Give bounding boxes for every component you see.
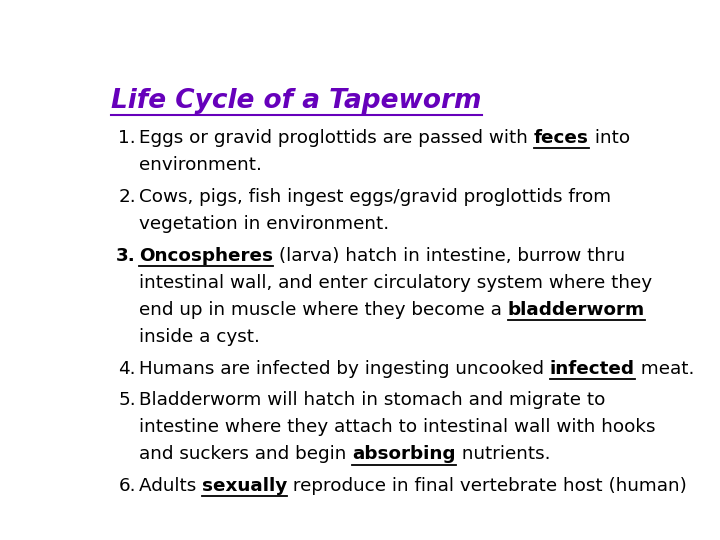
Text: inside a cyst.: inside a cyst. [139, 328, 260, 346]
Text: 1.: 1. [118, 129, 136, 147]
Text: intestine where they attach to intestinal wall with hooks: intestine where they attach to intestina… [139, 418, 656, 436]
Text: (larva) hatch in intestine, burrow thru: (larva) hatch in intestine, burrow thru [273, 246, 625, 265]
Text: vegetation in environment.: vegetation in environment. [139, 215, 390, 233]
Text: environment.: environment. [139, 157, 262, 174]
Text: Humans are infected by ingesting uncooked: Humans are infected by ingesting uncooke… [139, 360, 550, 377]
Text: Adults: Adults [139, 477, 202, 495]
Text: 3.: 3. [116, 246, 136, 265]
Text: sexually: sexually [202, 477, 287, 495]
Text: and suckers and begin: and suckers and begin [139, 446, 352, 463]
Text: Cows, pigs, fish ingest eggs/gravid proglottids from: Cows, pigs, fish ingest eggs/gravid prog… [139, 188, 611, 206]
Text: 2.: 2. [118, 188, 136, 206]
Text: Oncospheres: Oncospheres [139, 246, 273, 265]
Text: Bladderworm will hatch in stomach and migrate to: Bladderworm will hatch in stomach and mi… [139, 391, 606, 409]
Text: nutrients.: nutrients. [456, 446, 550, 463]
Text: absorbing: absorbing [352, 446, 456, 463]
Text: 6.: 6. [118, 477, 136, 495]
Text: 5.: 5. [118, 391, 136, 409]
Text: infected: infected [550, 360, 635, 377]
Text: feces: feces [534, 129, 589, 147]
Text: bladderworm: bladderworm [508, 301, 645, 319]
Text: Life Cycle of a Tapeworm: Life Cycle of a Tapeworm [111, 87, 482, 113]
Text: end up in muscle where they become a: end up in muscle where they become a [139, 301, 508, 319]
Text: intestinal wall, and enter circulatory system where they: intestinal wall, and enter circulatory s… [139, 274, 652, 292]
Text: reproduce in final vertebrate host (human): reproduce in final vertebrate host (huma… [287, 477, 688, 495]
Text: into: into [589, 129, 630, 147]
Text: meat.: meat. [635, 360, 694, 377]
Text: 4.: 4. [118, 360, 136, 377]
Text: Eggs or gravid proglottids are passed with: Eggs or gravid proglottids are passed wi… [139, 129, 534, 147]
